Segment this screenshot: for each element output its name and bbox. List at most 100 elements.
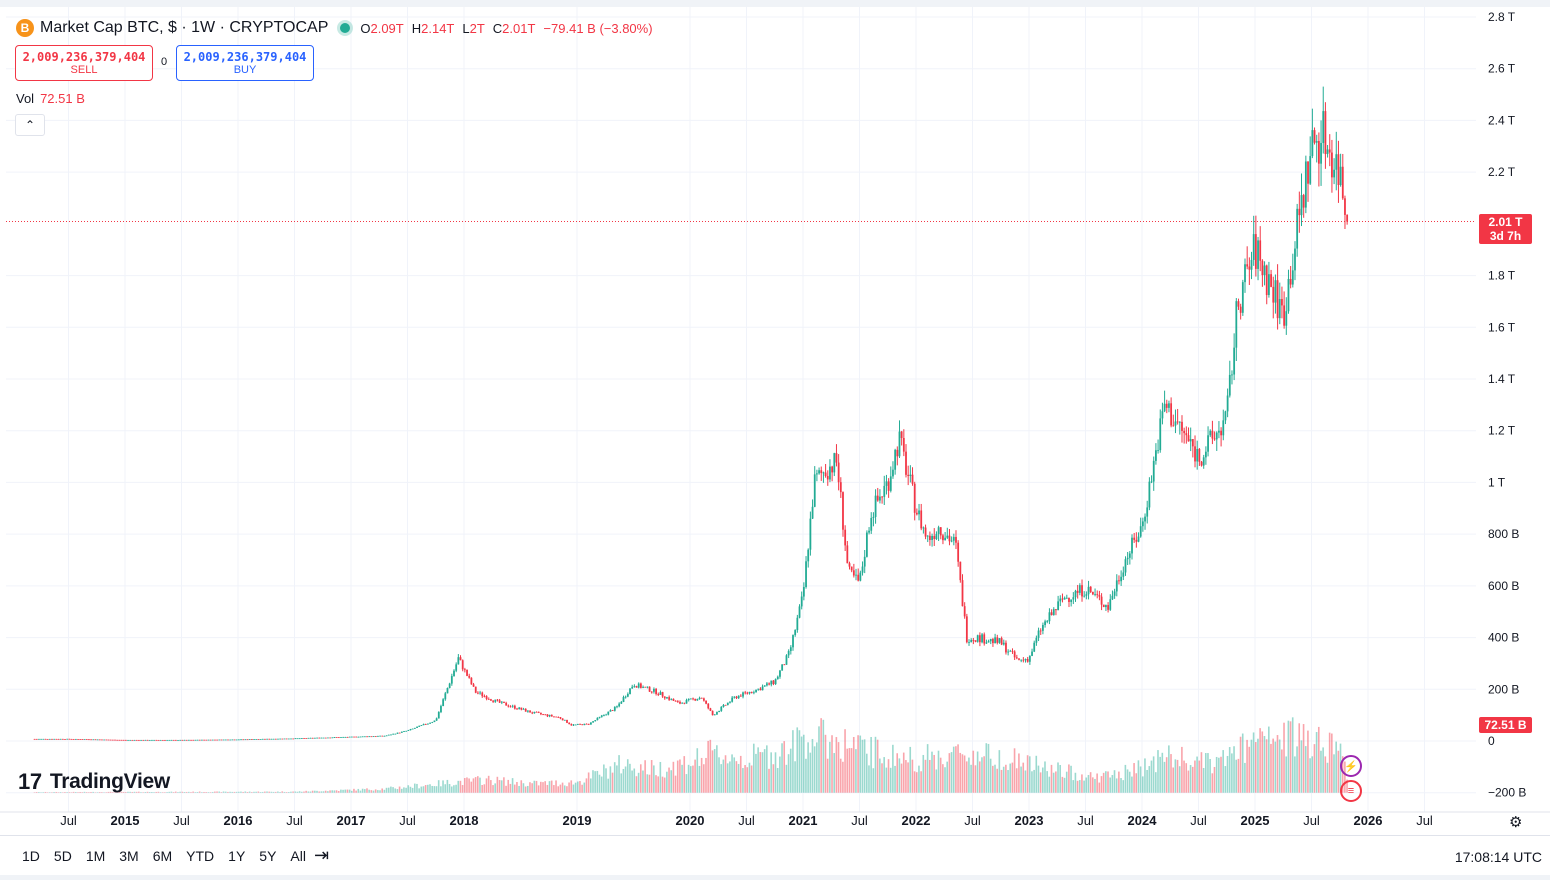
candle-body xyxy=(35,738,38,740)
volume-bar xyxy=(896,753,899,793)
candle-body xyxy=(729,701,731,703)
volume-bar xyxy=(424,785,427,793)
volume-bar xyxy=(1170,754,1172,793)
candle-body xyxy=(74,738,77,740)
volume-bar xyxy=(1089,772,1092,793)
candle-body xyxy=(207,739,210,741)
sell-label: SELL xyxy=(70,64,98,76)
range-1m[interactable]: 1M xyxy=(85,848,106,864)
volume-bar xyxy=(390,786,392,793)
bottom-toolbar: 1D 5D 1M 3M 6M YTD 1Y 5Y All ⇥ 17:08:14 … xyxy=(0,835,1550,876)
volume-bar xyxy=(818,726,820,793)
candle-body xyxy=(1126,557,1129,560)
last-price-value: 2.01 T xyxy=(1488,215,1523,229)
volume-bar xyxy=(283,791,286,793)
volume-bar xyxy=(955,746,957,793)
range-5y[interactable]: 5Y xyxy=(259,848,277,864)
candle-body xyxy=(633,686,636,687)
tradingview-logo[interactable]: 17 TradingView xyxy=(18,769,170,795)
volume-bar xyxy=(240,791,242,793)
candle-body xyxy=(546,714,549,717)
volume-bar xyxy=(53,792,55,793)
volume-bar xyxy=(1046,771,1048,793)
candle-body xyxy=(387,734,390,736)
volume-label: Vol xyxy=(16,91,35,106)
symbol-legend: B Market Cap BTC, $ · 1W · CRYPTOCAP O2.… xyxy=(16,19,653,37)
volume-bar xyxy=(344,789,347,793)
candle-body xyxy=(322,737,325,739)
candle-body xyxy=(668,697,671,700)
candle-body xyxy=(1120,576,1123,582)
candle-body xyxy=(1202,457,1205,466)
lightning-icon[interactable]: ⚡ xyxy=(1340,755,1362,777)
volume-bar xyxy=(1076,780,1079,793)
range-6m[interactable]: 6M xyxy=(152,848,173,864)
candle-body xyxy=(748,691,751,694)
volume-bar xyxy=(535,780,538,793)
volume-bar xyxy=(729,761,731,793)
us-flag-icon[interactable]: ≡ xyxy=(1340,780,1362,802)
candle-body xyxy=(1224,411,1227,421)
candle-body xyxy=(713,714,716,716)
sell-button[interactable]: 2,009,236,379,404 SELL xyxy=(15,45,153,81)
volume-bar xyxy=(318,791,320,793)
range-5d[interactable]: 5D xyxy=(53,848,72,864)
volume-bar xyxy=(622,768,625,793)
collapse-legend-button[interactable]: ⌃ xyxy=(15,114,45,136)
candle-body xyxy=(314,737,316,739)
volume-bar xyxy=(455,784,457,793)
candle-body xyxy=(755,689,757,693)
candle-body xyxy=(1341,166,1344,199)
candle-body xyxy=(327,737,329,739)
volume-bar xyxy=(1039,772,1042,793)
range-1d[interactable]: 1D xyxy=(22,848,40,864)
candle-body xyxy=(1315,141,1318,143)
volume-bar xyxy=(340,789,342,793)
candle-body xyxy=(842,492,844,530)
volume-bar xyxy=(1113,770,1116,793)
candle-body xyxy=(403,731,405,732)
volume-bar xyxy=(444,784,447,793)
candle-body xyxy=(290,738,292,740)
volume-bar xyxy=(566,786,568,793)
volume-bar xyxy=(279,792,281,793)
volume-bar xyxy=(1105,771,1107,793)
volume-bar xyxy=(138,791,140,793)
candle-body xyxy=(424,724,427,725)
volume-bar xyxy=(1031,771,1033,793)
volume-bar xyxy=(1317,726,1320,793)
volume-bar xyxy=(1135,773,1138,793)
volume-bar xyxy=(766,745,768,793)
candle-body xyxy=(498,700,501,703)
candle-body xyxy=(1122,572,1125,577)
chart-frame: 2.8 T 2.6 T 2.4 T 2.2 T 1.8 T 1.6 T 1.4 T 1.2 T… xyxy=(0,7,1550,875)
utc-clock[interactable]: 17:08:14 UTC xyxy=(1454,849,1542,865)
range-ytd[interactable]: YTD xyxy=(186,848,215,864)
volume-bar xyxy=(298,791,301,793)
candle-body xyxy=(251,739,253,740)
volume-bar xyxy=(603,764,605,793)
price-chart[interactable]: 2.8 T 2.6 T 2.4 T 2.2 T 1.8 T 1.6 T 1.4 T 1.2 T… xyxy=(0,7,1550,875)
candle-body xyxy=(1091,591,1094,595)
candle-body xyxy=(605,714,608,716)
buy-button[interactable]: 2,009,236,379,404 BUY xyxy=(176,45,314,81)
volume-bar xyxy=(681,764,683,793)
candle-body xyxy=(1309,156,1312,184)
candle-body xyxy=(51,738,53,740)
candle-body xyxy=(342,737,345,738)
symbol-title[interactable]: Market Cap BTC, $ · 1W · CRYPTOCAP xyxy=(40,19,329,36)
candle-body xyxy=(90,739,92,741)
candle-body xyxy=(548,714,551,717)
volume-bar xyxy=(1115,778,1118,793)
candle-body xyxy=(409,729,412,731)
volume-bar xyxy=(716,745,718,793)
range-all[interactable]: All xyxy=(290,848,306,864)
range-1y[interactable]: 1Y xyxy=(228,848,246,864)
gear-icon[interactable]: ⚙ xyxy=(1509,814,1523,831)
go-to-date-icon[interactable]: ⇥ xyxy=(314,845,330,865)
candle-body xyxy=(759,688,762,691)
candle-body xyxy=(88,739,90,741)
range-3m[interactable]: 3M xyxy=(119,848,139,864)
volume-bar xyxy=(1044,761,1046,793)
candle-body xyxy=(1328,149,1331,153)
